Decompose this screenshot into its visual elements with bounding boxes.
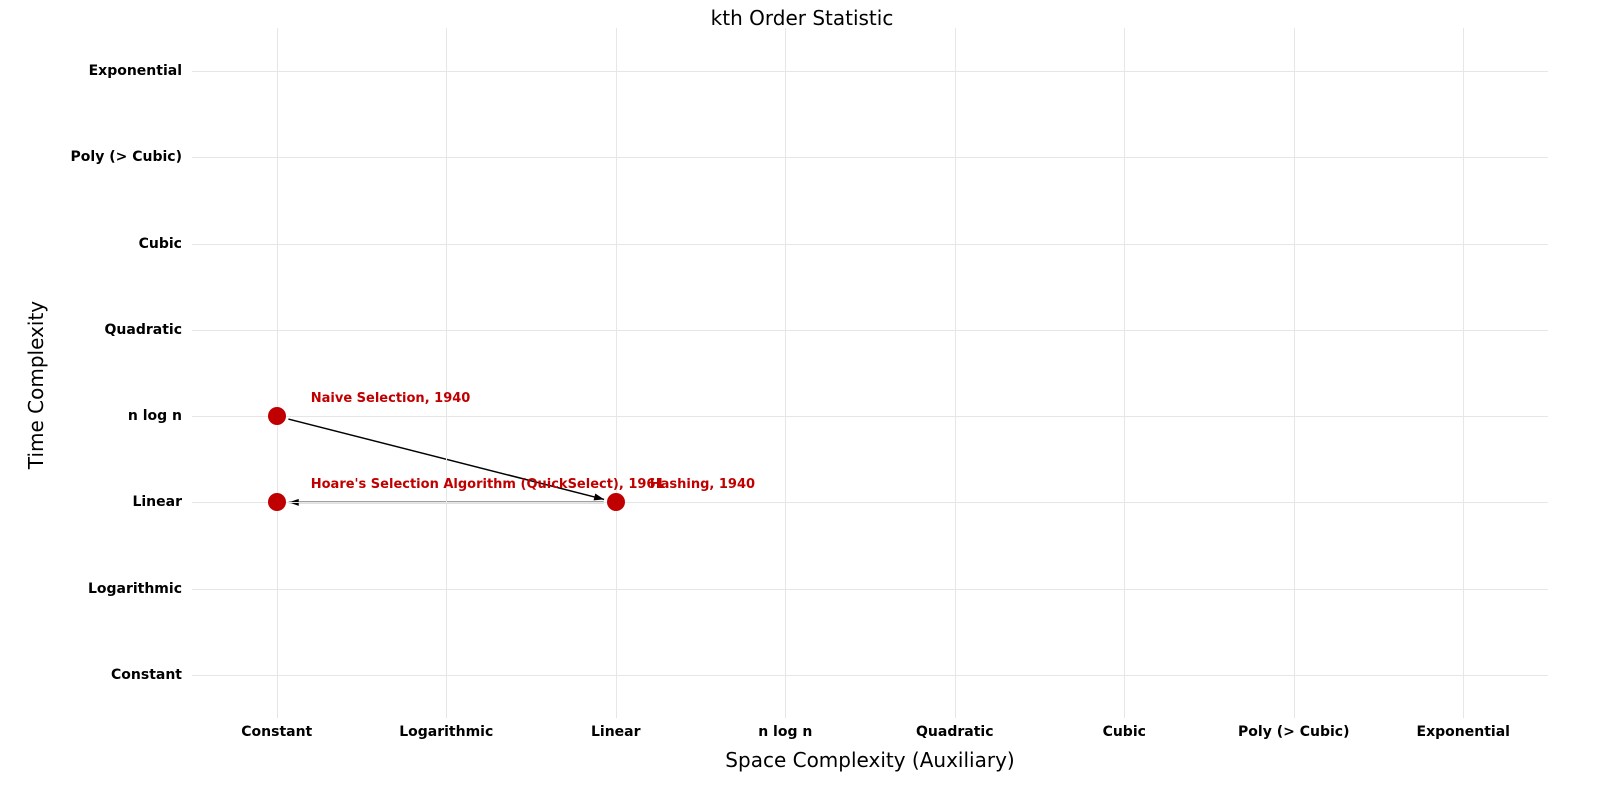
gridline-h bbox=[192, 157, 1548, 158]
x-tick-label: Quadratic bbox=[916, 724, 993, 740]
y-tick-label: Poly (> Cubic) bbox=[71, 149, 182, 165]
plot-area: Naive Selection, 1940 Hashing, 1940Hoare'… bbox=[192, 28, 1548, 718]
x-tick-label: Constant bbox=[241, 724, 312, 740]
gridline-h bbox=[192, 244, 1548, 245]
gridline-v bbox=[616, 28, 617, 718]
arrow-head bbox=[594, 494, 605, 501]
y-tick-label: n log n bbox=[128, 408, 182, 424]
y-tick-label: Exponential bbox=[89, 63, 182, 79]
gridline-v bbox=[955, 28, 956, 718]
gridline-v bbox=[1294, 28, 1295, 718]
gridline-v bbox=[277, 28, 278, 718]
data-point-label: Naive Selection, 1940 bbox=[311, 391, 471, 406]
x-tick-label: Poly (> Cubic) bbox=[1238, 724, 1349, 740]
x-tick-label: Logarithmic bbox=[399, 724, 493, 740]
x-tick-label: n log n bbox=[758, 724, 812, 740]
gridline-v bbox=[446, 28, 447, 718]
y-axis-label: Time Complexity bbox=[24, 40, 48, 730]
x-tick-label: Cubic bbox=[1103, 724, 1146, 740]
y-tick-label: Logarithmic bbox=[88, 581, 182, 597]
gridline-h bbox=[192, 502, 1548, 503]
data-point-marker bbox=[607, 493, 625, 511]
x-tick-label: Linear bbox=[591, 724, 641, 740]
gridline-v bbox=[1463, 28, 1464, 718]
gridline-v bbox=[785, 28, 786, 718]
gridline-v bbox=[1124, 28, 1125, 718]
y-tick-label: Linear bbox=[132, 494, 182, 510]
gridline-h bbox=[192, 589, 1548, 590]
x-tick-label: Exponential bbox=[1417, 724, 1510, 740]
arrows-layer bbox=[192, 28, 1548, 718]
chart-title: kth Order Statistic bbox=[0, 6, 1604, 30]
x-axis-label: Space Complexity (Auxiliary) bbox=[192, 748, 1548, 772]
gridline-h bbox=[192, 71, 1548, 72]
data-point-label: Hashing, 1940 bbox=[650, 477, 755, 492]
data-point-marker bbox=[268, 407, 286, 425]
gridline-h bbox=[192, 416, 1548, 417]
gridline-h bbox=[192, 675, 1548, 676]
chart-container: kth Order Statistic Naive Selection, 194… bbox=[0, 0, 1604, 794]
data-point-label: Hoare's Selection Algorithm (QuickSelect… bbox=[311, 477, 665, 492]
y-tick-label: Constant bbox=[111, 667, 182, 683]
data-point-marker bbox=[268, 493, 286, 511]
y-tick-label: Cubic bbox=[139, 236, 182, 252]
gridline-h bbox=[192, 330, 1548, 331]
y-tick-label: Quadratic bbox=[105, 322, 182, 338]
